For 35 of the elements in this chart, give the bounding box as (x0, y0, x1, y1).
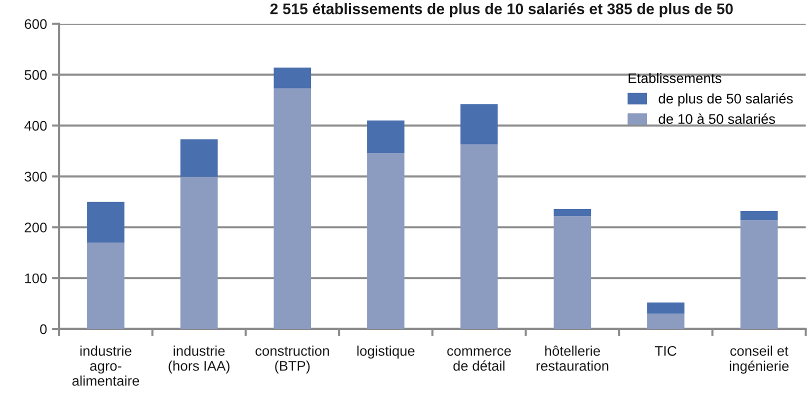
bar (554, 208, 592, 216)
bar (180, 176, 218, 329)
bar (647, 302, 684, 314)
bar (180, 139, 218, 177)
y-tick-label: 600 (24, 19, 47, 29)
bar (87, 202, 124, 243)
legend-label: de 10 à 50 salariés (658, 114, 776, 124)
x-tick-label: commerce de détail (447, 348, 511, 371)
bar (460, 104, 498, 144)
bar (740, 220, 778, 329)
legend-title: Etablissements (628, 72, 722, 84)
x-tick-label: conseil et ingénierie (730, 346, 789, 374)
y-tick-label: 300 (24, 172, 47, 182)
bar (554, 216, 592, 329)
bar (87, 242, 124, 329)
chart-title: 2 515 établissements de plus de 10 salariés et 385 de plus de 50 (270, 2, 733, 18)
x-tick-label: industrie agro- alimentaire (72, 346, 140, 386)
bar (367, 153, 404, 329)
x-tick-label: logistique (357, 346, 414, 359)
x-tick-label: TIC (654, 346, 676, 356)
y-tick-label: 0 (40, 324, 47, 334)
y-tick-label: 500 (24, 70, 47, 80)
bar (460, 144, 498, 329)
legend-label: de plus de 50 salariés (658, 93, 793, 106)
bar (647, 314, 684, 329)
bar (367, 120, 404, 153)
bar (740, 210, 778, 220)
bar (274, 88, 312, 329)
x-tick-label: industrie (hors IAA) (168, 346, 230, 374)
y-tick-label: 100 (25, 273, 47, 284)
x-tick-label: construction (BTP) (256, 346, 329, 374)
x-tick-label: hôtellerie restauration (536, 346, 608, 371)
y-tick-label: 400 (24, 120, 47, 131)
y-tick-label: 200 (24, 222, 47, 232)
bar (274, 68, 312, 88)
